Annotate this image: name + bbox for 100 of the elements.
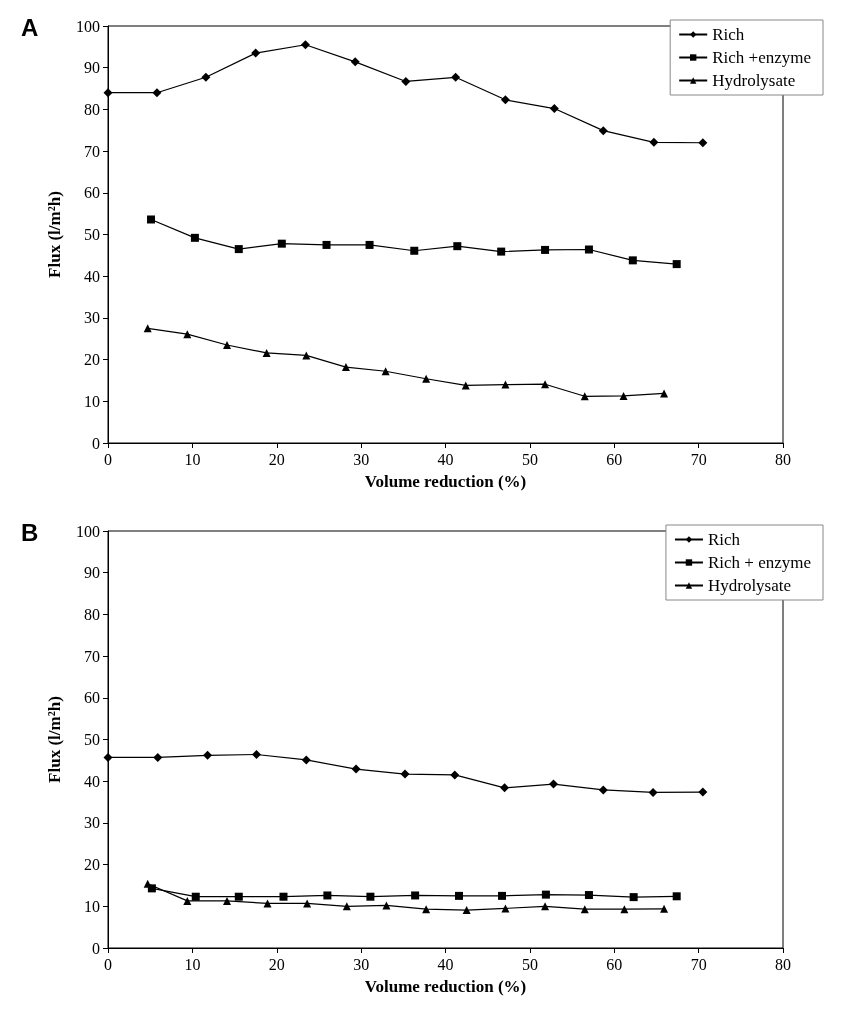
point xyxy=(450,770,460,780)
point xyxy=(584,891,593,900)
x-tick-label: 40 xyxy=(437,450,454,468)
point xyxy=(549,779,558,789)
point xyxy=(103,88,113,98)
legend-label: Rich +enzyme xyxy=(712,48,812,67)
x-tick-label: 10 xyxy=(184,450,201,468)
y-tick-label: 0 xyxy=(92,939,100,957)
point xyxy=(300,40,310,50)
x-tick-label: 60 xyxy=(606,450,623,468)
point xyxy=(252,750,261,760)
point xyxy=(698,787,708,797)
y-tick-label: 20 xyxy=(84,351,100,369)
y-tick-label: 50 xyxy=(84,731,100,748)
y-tick-label: 70 xyxy=(84,142,100,160)
point xyxy=(251,48,261,58)
point xyxy=(279,892,288,901)
point xyxy=(500,95,510,105)
point xyxy=(341,363,350,372)
point xyxy=(619,391,628,400)
point xyxy=(365,240,374,249)
x-tick-label: 40 xyxy=(437,955,454,973)
chart-title: B xyxy=(21,518,39,546)
point xyxy=(648,787,658,797)
x-tick-label: 70 xyxy=(690,955,707,973)
point xyxy=(190,233,199,242)
point xyxy=(201,72,211,82)
y-tick-label: 10 xyxy=(84,392,100,410)
point xyxy=(660,904,669,913)
point xyxy=(222,896,231,905)
y-tick-label: 40 xyxy=(84,772,100,790)
point xyxy=(222,341,231,350)
legend-label: Rich xyxy=(712,25,745,44)
point xyxy=(203,750,213,760)
x-tick-label: 30 xyxy=(353,450,370,468)
x-tick-label: 20 xyxy=(268,955,285,973)
point xyxy=(277,239,286,248)
y-tick-label: 80 xyxy=(84,605,100,623)
y-tick-label: 40 xyxy=(84,267,100,285)
point xyxy=(698,138,708,148)
point xyxy=(500,783,510,793)
point xyxy=(422,905,431,914)
x-tick-label: 50 xyxy=(521,450,538,468)
point xyxy=(410,246,419,255)
x-tick-label: 10 xyxy=(184,955,201,973)
point xyxy=(620,905,629,914)
point xyxy=(400,769,410,779)
point xyxy=(541,245,550,254)
y-tick-label: 80 xyxy=(84,100,100,118)
point xyxy=(541,890,550,899)
chart-title: A xyxy=(21,13,39,41)
point xyxy=(672,260,681,269)
point xyxy=(501,380,510,389)
legend-label: Rich + enzyme xyxy=(707,553,812,572)
x-tick-label: 80 xyxy=(775,955,791,973)
point xyxy=(598,126,608,136)
point xyxy=(498,891,507,900)
point xyxy=(411,891,420,900)
point xyxy=(549,104,559,114)
x-tick-label: 20 xyxy=(268,450,285,468)
point xyxy=(350,57,360,67)
y-tick-label: 70 xyxy=(84,647,100,665)
x-tick-label: 30 xyxy=(353,955,370,973)
point xyxy=(147,215,156,224)
y-axis-title: Flux (l/m²h) xyxy=(45,191,64,278)
x-axis-title: Volume reduction (%) xyxy=(364,977,527,996)
point xyxy=(598,785,608,795)
point xyxy=(584,245,593,254)
point xyxy=(451,72,461,82)
y-tick-label: 90 xyxy=(84,564,100,582)
y-tick-label: 50 xyxy=(84,226,100,243)
point xyxy=(401,76,411,86)
point xyxy=(629,893,638,902)
y-tick-label: 20 xyxy=(84,856,100,874)
x-tick-label: 0 xyxy=(104,955,112,973)
point xyxy=(153,752,163,762)
x-tick-label: 80 xyxy=(775,450,791,468)
point xyxy=(301,755,311,765)
point xyxy=(672,892,681,901)
y-axis-title: Flux (l/m²h) xyxy=(45,696,64,783)
point xyxy=(366,892,375,901)
point xyxy=(103,752,113,762)
point xyxy=(541,380,550,389)
x-tick-label: 0 xyxy=(104,450,112,468)
x-tick-label: 60 xyxy=(606,955,623,973)
point xyxy=(649,137,659,147)
point xyxy=(152,88,162,98)
point xyxy=(234,245,243,254)
point xyxy=(183,896,192,905)
y-tick-label: 10 xyxy=(84,897,100,915)
y-tick-label: 60 xyxy=(84,689,100,707)
point xyxy=(234,892,243,901)
legend-label: Hydrolysate xyxy=(712,71,796,90)
legend-label: Rich xyxy=(707,530,741,549)
y-tick-label: 100 xyxy=(76,522,100,540)
x-axis-title: Volume reduction (%) xyxy=(364,472,527,491)
point xyxy=(262,348,271,357)
x-tick-label: 50 xyxy=(521,955,538,973)
y-tick-label: 0 xyxy=(92,434,100,452)
point xyxy=(351,764,361,774)
